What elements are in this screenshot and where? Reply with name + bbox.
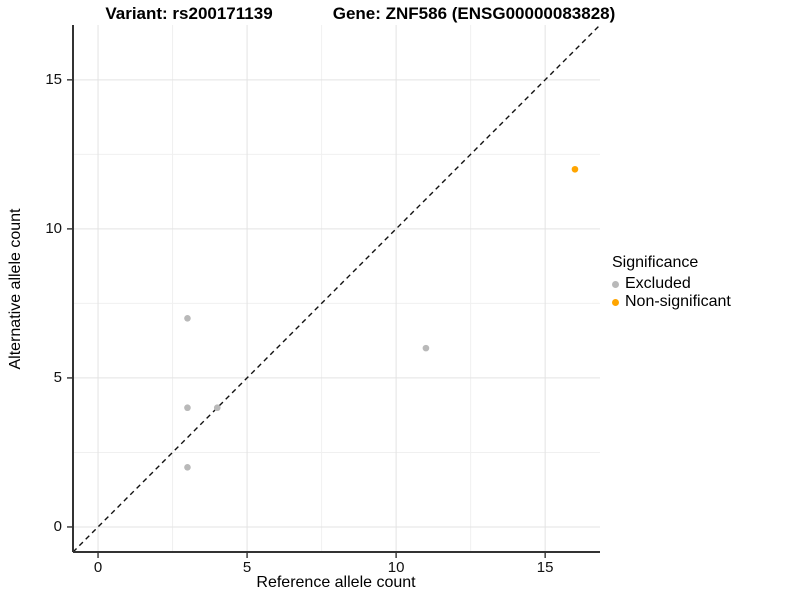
x-tick-label: 5 — [242, 559, 252, 576]
excluded-dot-icon — [612, 280, 619, 288]
legend-label-non-significant: Non-significant — [625, 293, 731, 310]
y-tick-label: 10 — [45, 219, 62, 237]
y-tick-label: 15 — [45, 70, 62, 88]
identity-line — [72, 24, 601, 553]
x-tick-label: 0 — [93, 559, 103, 576]
data-point-excluded — [422, 344, 430, 352]
plot-title-variant: Variant: rs200171139 — [105, 4, 273, 23]
legend-item-non-significant: Non-significant — [612, 293, 798, 311]
non-significant-dot-icon — [612, 298, 619, 306]
data-point-excluded — [184, 404, 191, 412]
data-point-excluded — [184, 315, 191, 322]
legend-item-excluded: Excluded — [612, 275, 798, 293]
data-point-excluded — [184, 464, 191, 471]
legend: Significance Excluded Non-significant — [612, 254, 798, 311]
data-point-non-significant — [571, 165, 579, 173]
y-tick-label: 5 — [53, 368, 62, 386]
data-point-excluded — [213, 404, 221, 412]
x-axis-title: Reference allele count — [256, 574, 416, 591]
y-tick-label: 0 — [53, 517, 62, 535]
legend-label-excluded: Excluded — [625, 275, 691, 292]
x-tick-label: 15 — [536, 559, 554, 576]
y-axis-title: Alternative allele count — [7, 208, 24, 370]
plot-title-gene: Gene: ZNF586 (ENSG00000083828) — [332, 4, 616, 23]
legend-title: Significance — [612, 254, 699, 271]
x-tick-label: 10 — [387, 559, 405, 576]
